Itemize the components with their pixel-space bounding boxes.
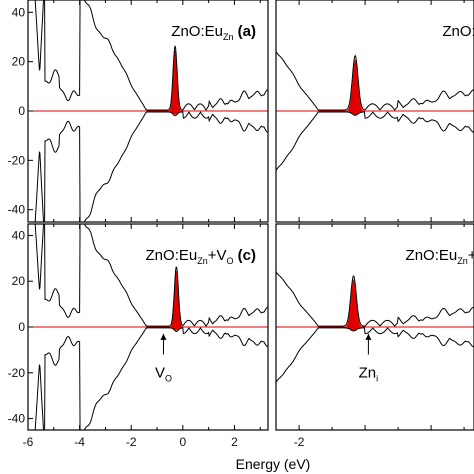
annotation-arrowhead xyxy=(365,333,372,340)
total-dos-spin-up xyxy=(276,50,474,111)
y-tick-label: 0 xyxy=(18,104,25,118)
x-tick-label: -2 xyxy=(294,435,305,449)
panel-a: -40 -20 0 20 40 ZnO:EuZn (a) xyxy=(8,0,269,223)
panel-frame xyxy=(275,223,474,431)
panel-d: ZnO:EuZn+ZnZni xyxy=(275,223,474,431)
panel-label-part: ZnO:Eu xyxy=(442,23,474,40)
x-tick-label: -4 xyxy=(74,435,85,449)
annotation-label-main: V xyxy=(155,364,165,381)
panel-label-part: Zn xyxy=(197,256,208,266)
total-dos-spin-down xyxy=(276,111,474,172)
panel-label-a: ZnO:EuZn (a) xyxy=(171,23,256,42)
plot-area xyxy=(28,224,268,430)
x-tick-label: 2 xyxy=(231,435,238,449)
panel-label-part: (c) xyxy=(234,247,257,264)
panel-label-c: ZnO:EuZn+VO (c) xyxy=(146,247,256,266)
eu-pdos-fill-down xyxy=(343,327,364,331)
total-dos-spin-down xyxy=(34,111,268,222)
y-tick-label: -40 xyxy=(8,412,26,426)
total-dos-spin-up xyxy=(34,0,268,111)
panel-label-b: ZnO:Eu xyxy=(442,23,474,40)
plot-area xyxy=(276,50,474,172)
panel-label-part: O xyxy=(226,256,233,266)
y-tick-label: -20 xyxy=(8,366,26,380)
y-tick-label: 40 xyxy=(12,5,26,19)
panel-label-part: Zn xyxy=(223,32,234,42)
eu-pdos-fill-down xyxy=(167,111,183,115)
total-dos-spin-up xyxy=(276,270,474,327)
annotation-label-sub: i xyxy=(376,373,378,383)
y-tick-label: 20 xyxy=(12,274,26,288)
plot-area xyxy=(28,0,268,222)
panel-label-part: ZnO:Eu xyxy=(406,247,458,264)
panel-label-part: (a) xyxy=(234,23,257,40)
eu-pdos-fill-up xyxy=(164,270,188,327)
x-tick-label: -6 xyxy=(23,435,34,449)
annotation-label: Zni xyxy=(359,364,379,383)
x-tick-labels: -6 -4 -2 0 2 -2 xyxy=(23,435,305,449)
panel-label-part: +Zn xyxy=(468,247,474,264)
panel-label-part: +V xyxy=(208,247,227,264)
y-tick-label: 0 xyxy=(18,320,25,334)
annotation-label-main: Zn xyxy=(359,364,377,381)
panel-label-part: Zn xyxy=(457,256,468,266)
y-tick-label: 20 xyxy=(12,55,26,69)
y-tick-label: -20 xyxy=(8,153,26,167)
total-dos-spin-up xyxy=(34,224,268,327)
annotation-label: VO xyxy=(155,364,172,383)
panel-label-d: ZnO:EuZn+Zn xyxy=(406,247,474,266)
eu-pdos-fill-down xyxy=(168,327,184,331)
x-tick-label: -2 xyxy=(126,435,137,449)
x-axis-title: Energy (eV) xyxy=(236,456,311,472)
panel-label-part: ZnO:Eu xyxy=(171,23,223,40)
eu-pdos-fill-up xyxy=(340,59,371,111)
eu-pdos-fill-up xyxy=(163,50,187,111)
x-tick-label: 0 xyxy=(179,435,186,449)
annotation-label-sub: O xyxy=(165,373,172,383)
total-dos-spin-down xyxy=(276,327,474,384)
panel-b: ZnO:Eu xyxy=(275,0,474,223)
plot-area xyxy=(276,270,474,384)
eu-pdos-fill-up xyxy=(338,279,369,327)
panel-label-part: ZnO:Eu xyxy=(146,247,198,264)
total-dos-spin-down xyxy=(34,327,268,430)
panel-frame xyxy=(275,0,474,223)
y-tick-label: -40 xyxy=(8,203,26,217)
y-tick-label: 40 xyxy=(12,228,26,242)
eu-pdos-fill-down xyxy=(345,111,365,115)
annotation-arrowhead xyxy=(160,333,167,340)
